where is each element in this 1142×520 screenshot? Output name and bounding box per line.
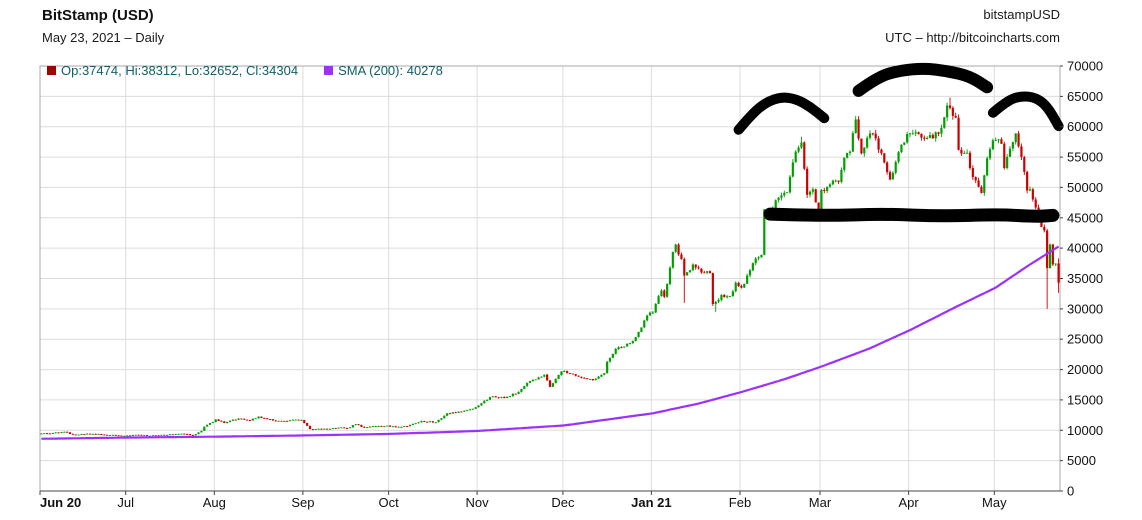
svg-text:Jun 20: Jun 20 xyxy=(40,495,81,510)
svg-text:Jan 21: Jan 21 xyxy=(631,495,671,510)
svg-text:5000: 5000 xyxy=(1067,453,1096,468)
source-url-label: UTC – http://bitcoincharts.com xyxy=(885,30,1060,45)
svg-text:30000: 30000 xyxy=(1067,301,1103,316)
svg-text:40000: 40000 xyxy=(1067,241,1103,256)
svg-text:0: 0 xyxy=(1067,484,1074,499)
svg-text:May: May xyxy=(982,495,1007,510)
svg-text:20000: 20000 xyxy=(1067,362,1103,377)
svg-text:Oct: Oct xyxy=(378,495,399,510)
svg-text:Apr: Apr xyxy=(898,495,919,510)
svg-text:65000: 65000 xyxy=(1067,89,1103,104)
svg-text:Jul: Jul xyxy=(117,495,134,510)
chart-title: BitStamp (USD) xyxy=(42,7,154,24)
svg-text:Mar: Mar xyxy=(809,495,832,510)
svg-text:70000: 70000 xyxy=(1067,59,1103,74)
svg-text:35000: 35000 xyxy=(1067,271,1103,286)
svg-text:10000: 10000 xyxy=(1067,423,1103,438)
symbol-label: bitstampUSD xyxy=(983,7,1060,22)
svg-text:55000: 55000 xyxy=(1067,150,1103,165)
svg-text:Feb: Feb xyxy=(729,495,751,510)
chart-subtitle: May 23, 2021 – Daily xyxy=(42,30,165,45)
svg-text:15000: 15000 xyxy=(1067,392,1103,407)
svg-text:Aug: Aug xyxy=(203,495,226,510)
svg-text:25000: 25000 xyxy=(1067,332,1103,347)
svg-text:60000: 60000 xyxy=(1067,119,1103,134)
svg-text:Dec: Dec xyxy=(551,495,575,510)
svg-text:Sep: Sep xyxy=(291,495,314,510)
svg-text:50000: 50000 xyxy=(1067,180,1103,195)
svg-text:Nov: Nov xyxy=(466,495,490,510)
svg-text:45000: 45000 xyxy=(1067,210,1103,225)
